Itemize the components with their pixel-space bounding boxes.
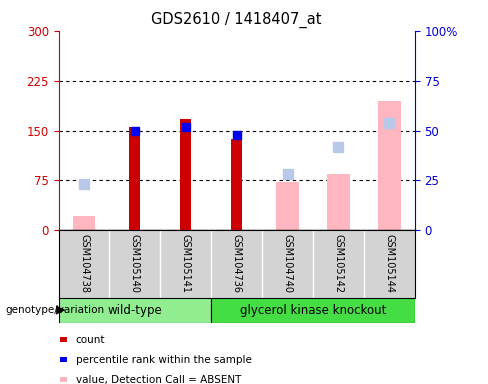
Bar bbox=[327, 174, 350, 230]
Bar bbox=[276, 182, 299, 230]
Text: wild-type: wild-type bbox=[107, 304, 163, 316]
Bar bbox=[73, 216, 96, 230]
Text: GSM105144: GSM105144 bbox=[385, 234, 394, 293]
Bar bbox=[180, 119, 191, 230]
Text: GSM104736: GSM104736 bbox=[232, 234, 242, 293]
Title: GDS2610 / 1418407_at: GDS2610 / 1418407_at bbox=[151, 12, 322, 28]
Text: genotype/variation: genotype/variation bbox=[5, 305, 104, 315]
Text: count: count bbox=[76, 335, 105, 345]
Text: glycerol kinase knockout: glycerol kinase knockout bbox=[240, 304, 386, 316]
Bar bbox=[211, 298, 415, 323]
Text: GSM105140: GSM105140 bbox=[130, 234, 140, 293]
Text: GSM104740: GSM104740 bbox=[283, 234, 293, 293]
Bar bbox=[129, 127, 141, 230]
Bar bbox=[59, 298, 211, 323]
Text: GSM104738: GSM104738 bbox=[79, 234, 89, 293]
Text: value, Detection Call = ABSENT: value, Detection Call = ABSENT bbox=[76, 375, 241, 384]
Text: percentile rank within the sample: percentile rank within the sample bbox=[76, 355, 251, 365]
Text: GSM105141: GSM105141 bbox=[181, 234, 191, 293]
Text: GSM105142: GSM105142 bbox=[333, 234, 344, 293]
Bar bbox=[378, 101, 401, 230]
Bar bbox=[231, 139, 242, 230]
